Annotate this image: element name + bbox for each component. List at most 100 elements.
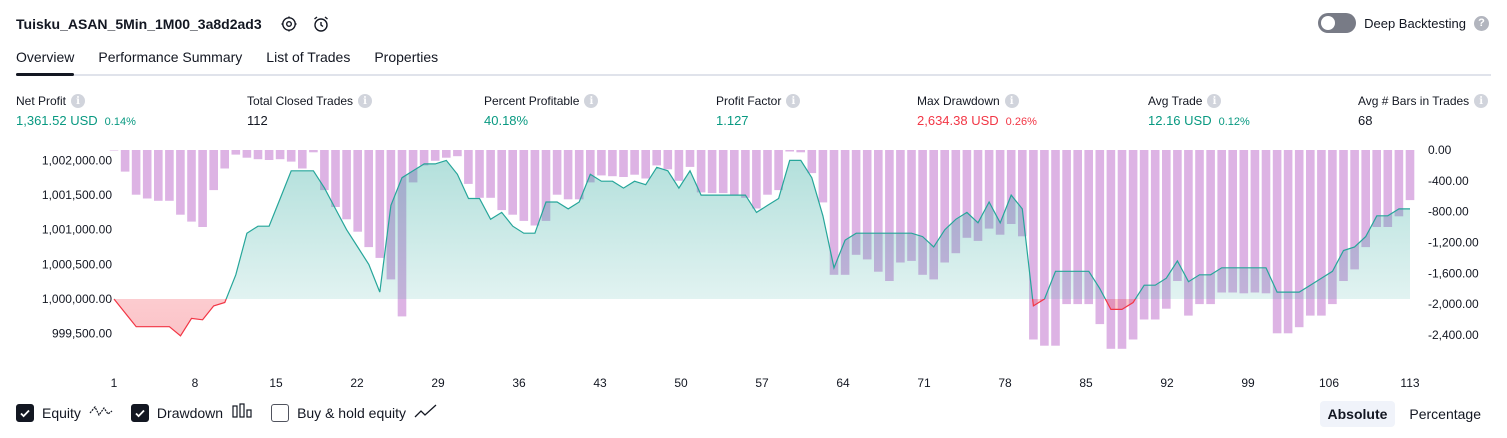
info-icon[interactable]: i bbox=[1474, 94, 1489, 108]
x-axis-tick-label: 8 bbox=[192, 376, 199, 390]
drawdown-checkbox[interactable] bbox=[130, 403, 149, 422]
drawdown-bar bbox=[464, 150, 473, 184]
x-axis-tick-label: 78 bbox=[998, 376, 1012, 390]
x-axis-tick-label: 92 bbox=[1160, 376, 1174, 390]
drawdown-bar bbox=[730, 150, 739, 195]
right-axis-tick-label: -2,400.00 bbox=[1428, 328, 1479, 342]
buy-hold-checkbox[interactable] bbox=[271, 403, 290, 422]
drawdown-bar bbox=[430, 150, 440, 161]
drawdown-bar bbox=[353, 150, 362, 232]
drawdown-bar bbox=[840, 150, 850, 275]
drawdown-bar bbox=[851, 150, 861, 255]
tab-list-of-trades[interactable]: List of Trades bbox=[266, 49, 351, 65]
metric-avg-trade: Avg Trade i 12.16 USD 0.12% bbox=[1148, 93, 1250, 128]
info-icon[interactable]: i bbox=[786, 94, 801, 108]
drawdown-bar bbox=[885, 150, 894, 281]
drawdown-bar bbox=[475, 150, 484, 198]
drawdown-bar bbox=[519, 150, 529, 221]
drawdown-bar bbox=[862, 150, 872, 260]
drawdown-bar bbox=[984, 150, 994, 229]
drawdown-bar bbox=[131, 150, 141, 195]
equity-line-icon bbox=[89, 403, 113, 422]
drawdown-bar bbox=[1405, 150, 1415, 201]
drawdown-bar bbox=[419, 150, 429, 166]
info-icon[interactable]: i bbox=[1004, 94, 1019, 108]
x-axis-tick-label: 85 bbox=[1079, 376, 1093, 390]
drawdown-bar bbox=[718, 150, 728, 194]
drawdown-bar bbox=[530, 150, 540, 226]
help-icon[interactable]: ? bbox=[1474, 15, 1489, 31]
left-axis-tick-label: 1,001,000.00 bbox=[42, 223, 112, 237]
legend-equity[interactable]: Equity bbox=[16, 403, 113, 422]
right-axis-tick-label: -400.00 bbox=[1428, 174, 1469, 188]
drawdown-bar bbox=[309, 150, 318, 153]
drawdown-bar bbox=[940, 150, 949, 263]
equity-drawdown-chart[interactable]: 1,002,000.00 1,001,500.00 1,001,000.00 1,00… bbox=[0, 140, 1507, 395]
drawdown-bar bbox=[1106, 150, 1116, 349]
tab-properties[interactable]: Properties bbox=[374, 49, 439, 65]
info-icon[interactable]: i bbox=[71, 94, 86, 108]
right-axis-tick-label: -2,000.00 bbox=[1428, 297, 1479, 311]
drawdown-bar bbox=[408, 150, 418, 183]
drawdown-bar bbox=[1006, 150, 1016, 224]
drawdown-bar bbox=[1306, 150, 1315, 316]
drawdown-bar bbox=[508, 150, 517, 215]
drawdown-bar bbox=[563, 150, 573, 200]
drawdown-bar bbox=[1018, 150, 1027, 237]
drawdown-bar bbox=[1372, 150, 1381, 227]
strategy-title: Tuisku_ASAN_5Min_1M00_3a8d2ad3 bbox=[16, 16, 262, 32]
percentage-button[interactable]: Percentage bbox=[1409, 406, 1481, 422]
settings-gear-icon[interactable] bbox=[278, 13, 300, 35]
info-icon[interactable]: i bbox=[1207, 94, 1222, 108]
drawdown-bar bbox=[918, 150, 927, 275]
alarm-clock-icon[interactable] bbox=[310, 13, 332, 35]
drawdown-bar bbox=[331, 150, 340, 207]
drawdown-bar bbox=[674, 150, 684, 181]
drawdown-bar bbox=[929, 150, 938, 280]
drawdown-bar bbox=[796, 150, 805, 153]
metric-sub-value: 0.14% bbox=[104, 116, 136, 128]
deep-backtesting-toggle[interactable] bbox=[1318, 13, 1357, 33]
drawdown-bar bbox=[907, 150, 916, 261]
tab-overview[interactable]: Overview bbox=[16, 40, 75, 76]
tab-performance-summary[interactable]: Performance Summary bbox=[98, 49, 243, 65]
drawdown-bar bbox=[652, 150, 661, 166]
legend-buy-hold-equity[interactable]: Buy & hold equity bbox=[271, 403, 438, 422]
metric-label: Profit Factor bbox=[716, 94, 782, 108]
metric-label: Total Closed Trades bbox=[247, 94, 354, 108]
drawdown-bar bbox=[995, 150, 1005, 235]
drawdown-bar bbox=[696, 150, 706, 193]
drawdown-bar bbox=[1150, 150, 1160, 320]
value-mode-switch: Absolute Percentage bbox=[1319, 401, 1490, 427]
x-axis-tick-label: 36 bbox=[512, 376, 526, 390]
drawdown-bar bbox=[619, 150, 628, 177]
drawdown-bar bbox=[1339, 150, 1348, 281]
legend-drawdown[interactable]: Drawdown bbox=[130, 403, 253, 422]
drawdown-bar bbox=[641, 150, 650, 179]
info-icon[interactable]: i bbox=[584, 94, 599, 108]
right-axis-tick-label: -800.00 bbox=[1428, 205, 1469, 219]
drawdown-bar bbox=[342, 150, 351, 220]
metric-value: 40.18% bbox=[484, 113, 529, 128]
absolute-button[interactable]: Absolute bbox=[1319, 401, 1396, 427]
metric-sub-value: 0.12% bbox=[1218, 116, 1250, 128]
drawdown-bar bbox=[220, 150, 229, 169]
drawdown-bar bbox=[1173, 150, 1182, 281]
drawdown-bar bbox=[1328, 150, 1337, 305]
drawdown-bar bbox=[375, 150, 385, 258]
drawdown-bar bbox=[264, 150, 274, 160]
legend-equity-label: Equity bbox=[42, 404, 81, 421]
metric-label: Avg Trade bbox=[1148, 94, 1203, 108]
info-icon[interactable]: i bbox=[358, 94, 373, 108]
drawdown-bar bbox=[807, 150, 817, 174]
drawdown-bar bbox=[320, 150, 329, 191]
left-axis-tick-label: 999,500.00 bbox=[52, 327, 112, 341]
drawdown-bar bbox=[818, 150, 828, 203]
equity-checkbox[interactable] bbox=[16, 403, 34, 422]
left-axis-tick-label: 1,000,500.00 bbox=[42, 257, 112, 271]
drawdown-bar bbox=[154, 150, 163, 201]
drawdown-bar bbox=[1206, 150, 1215, 305]
drawdown-bars-icon bbox=[231, 403, 253, 422]
drawdown-bar bbox=[597, 150, 606, 176]
drawdown-bar bbox=[1228, 150, 1237, 293]
